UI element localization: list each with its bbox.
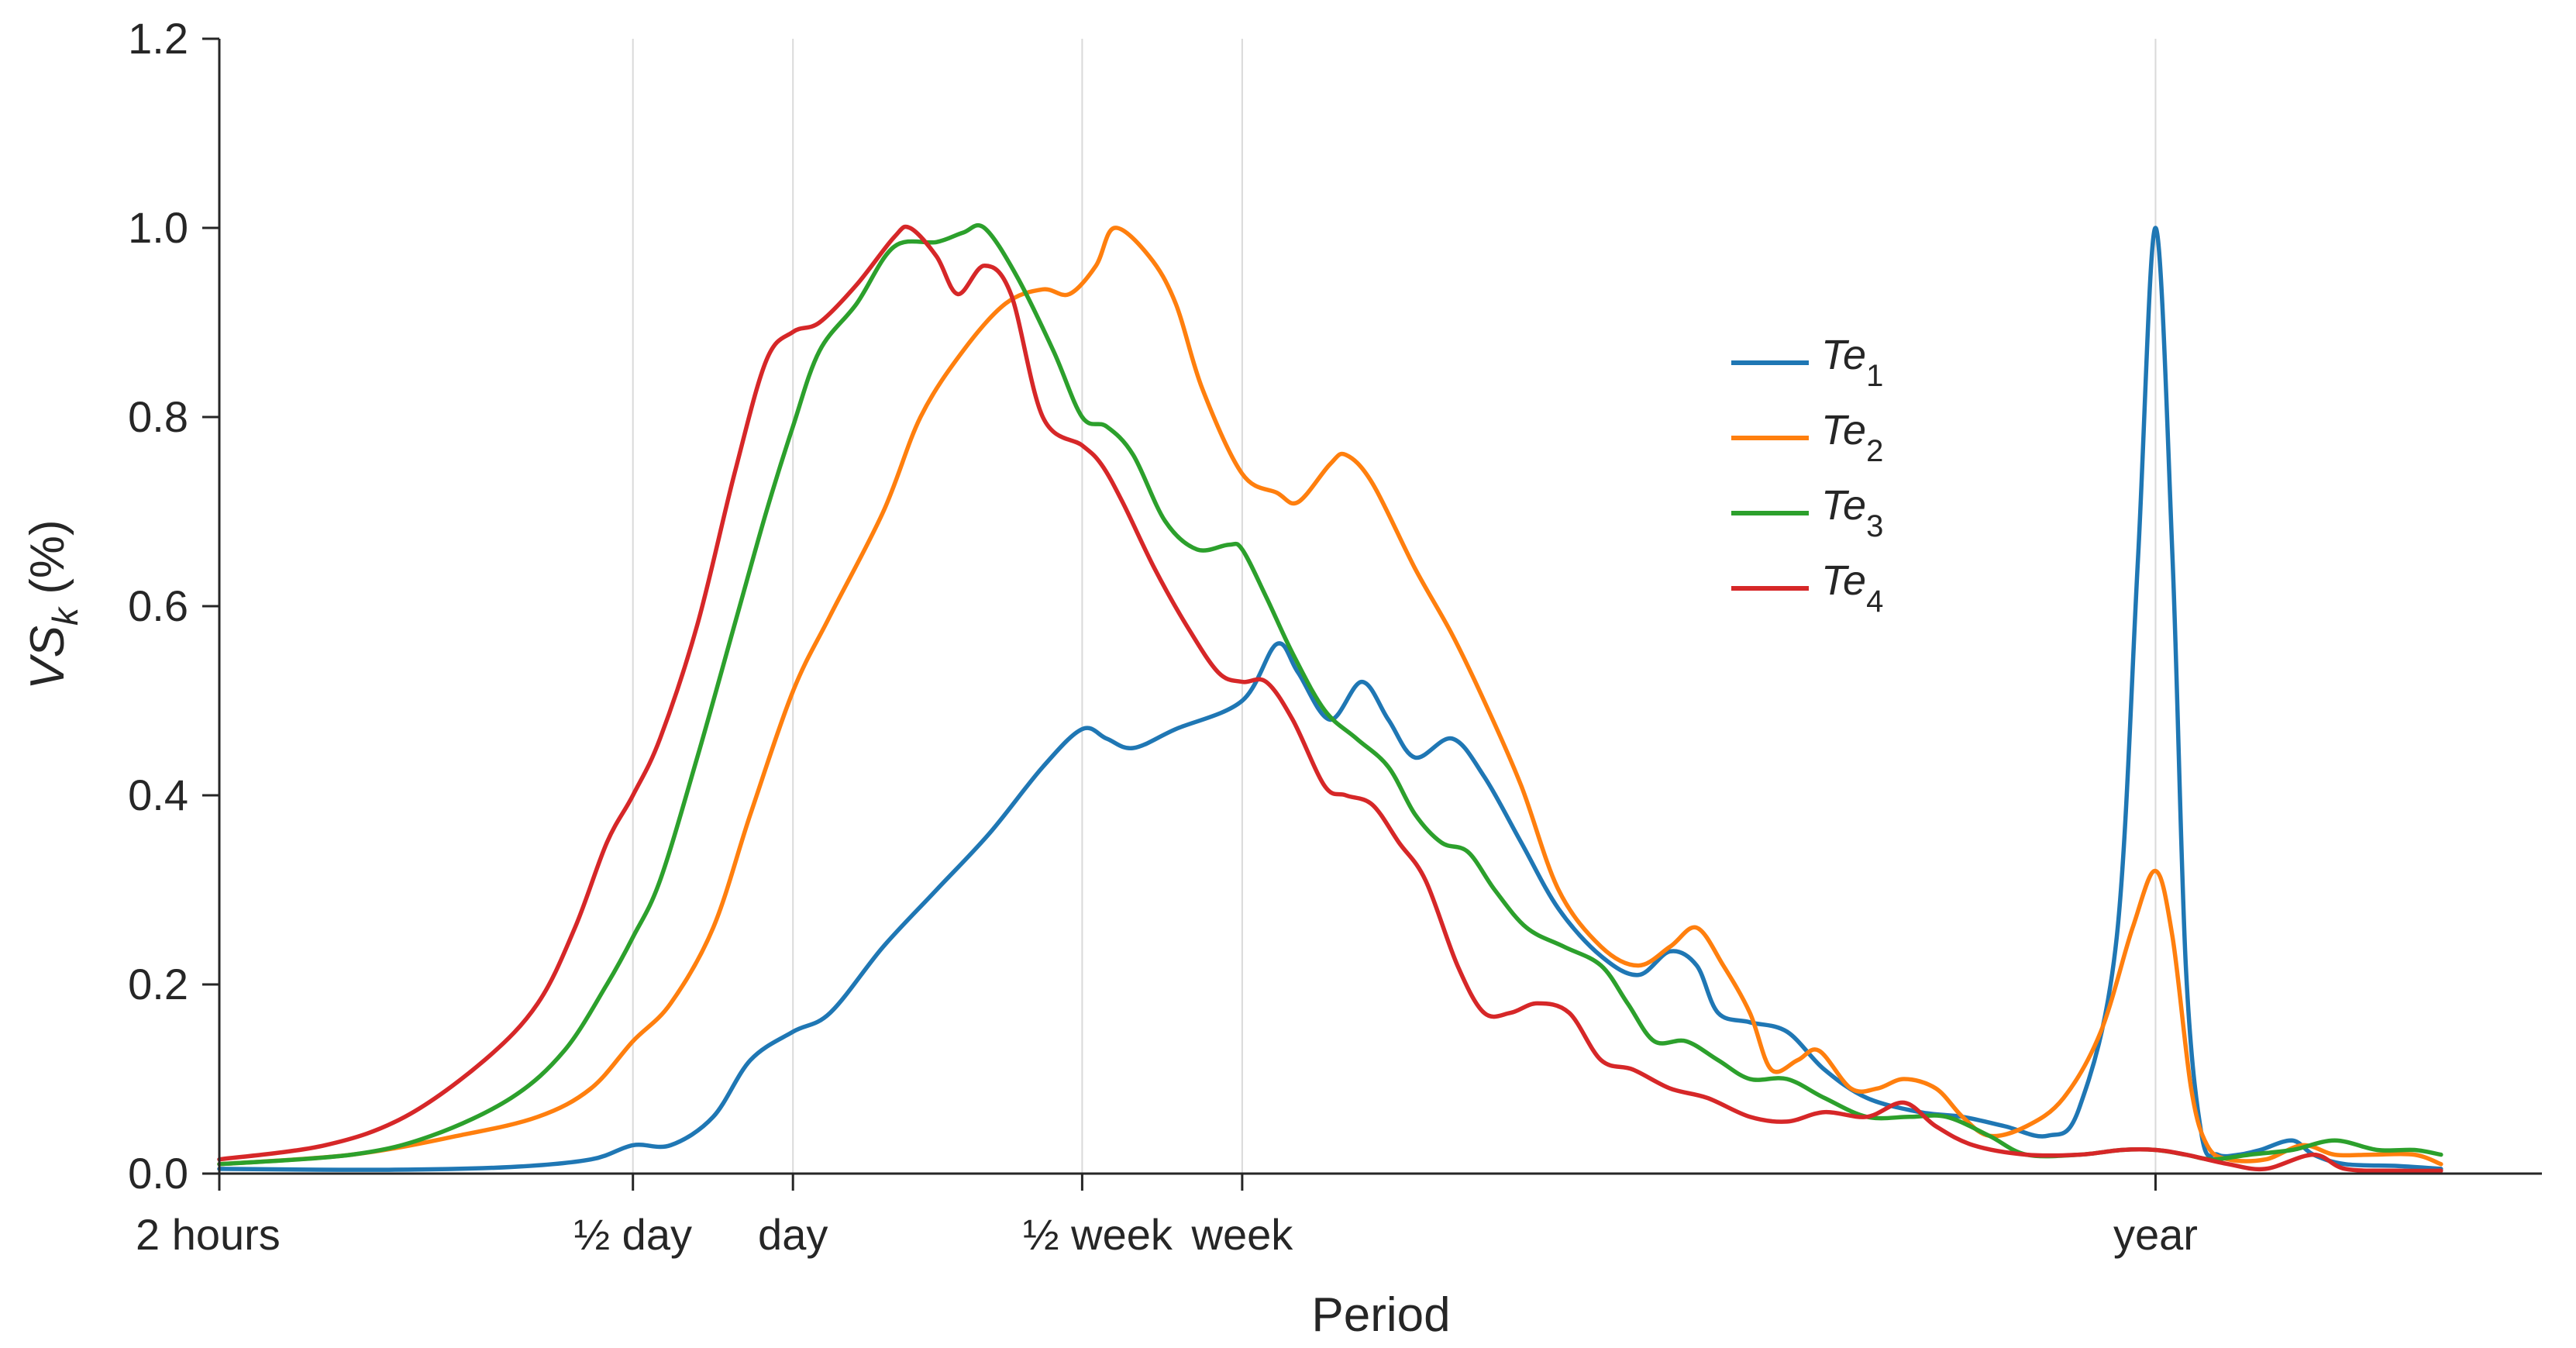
series-line-te4 (217, 224, 2443, 1174)
y-tick-label: 0.6 (128, 581, 188, 630)
legend-label-te1: Te1 (1821, 332, 1883, 393)
axes (218, 39, 2542, 1175)
series-lines (217, 222, 2443, 1174)
y-axis-title: VSk (%) (21, 519, 85, 689)
x-grid (632, 39, 2157, 1174)
x-tick-label: 2 hours (136, 1210, 281, 1259)
legend-label-te3: Te3 (1821, 482, 1883, 543)
series-line-te3 (217, 222, 2443, 1167)
series-line-te2 (217, 226, 2443, 1167)
svg-text:VSk (%): VSk (%) (21, 519, 85, 689)
x-tick-label: ½ day (573, 1210, 692, 1259)
legend: Te1 Te2 Te3 Te4 (1731, 332, 1883, 619)
y-axis-title-unit: (%) (21, 519, 74, 608)
legend-label-te2: Te2 (1821, 407, 1883, 468)
y-tick-label: 0.8 (128, 392, 188, 441)
x-tick-label: year (2113, 1210, 2198, 1259)
x-ticks: 2 hours ½ day day ½ week week year (136, 1174, 2198, 1259)
y-tick-label: 0.0 (128, 1149, 188, 1198)
series-line-te1 (217, 226, 2443, 1172)
y-tick-label: 1.2 (128, 14, 188, 63)
y-tick-label: 1.0 (128, 203, 188, 252)
y-tick-label: 0.4 (128, 771, 188, 819)
y-axis-title-sub: k (45, 606, 85, 626)
y-axis-title-main: VS (21, 626, 74, 690)
y-ticks: 0.0 0.2 0.4 0.6 0.8 1.0 1.2 (128, 14, 219, 1198)
x-tick-label: day (758, 1210, 828, 1259)
x-tick-label: ½ week (1023, 1210, 1173, 1259)
x-axis-title: Period (1311, 1288, 1450, 1342)
legend-label-te4: Te4 (1821, 557, 1883, 619)
y-tick-label: 0.2 (128, 960, 188, 1008)
x-tick-label: week (1191, 1210, 1294, 1259)
